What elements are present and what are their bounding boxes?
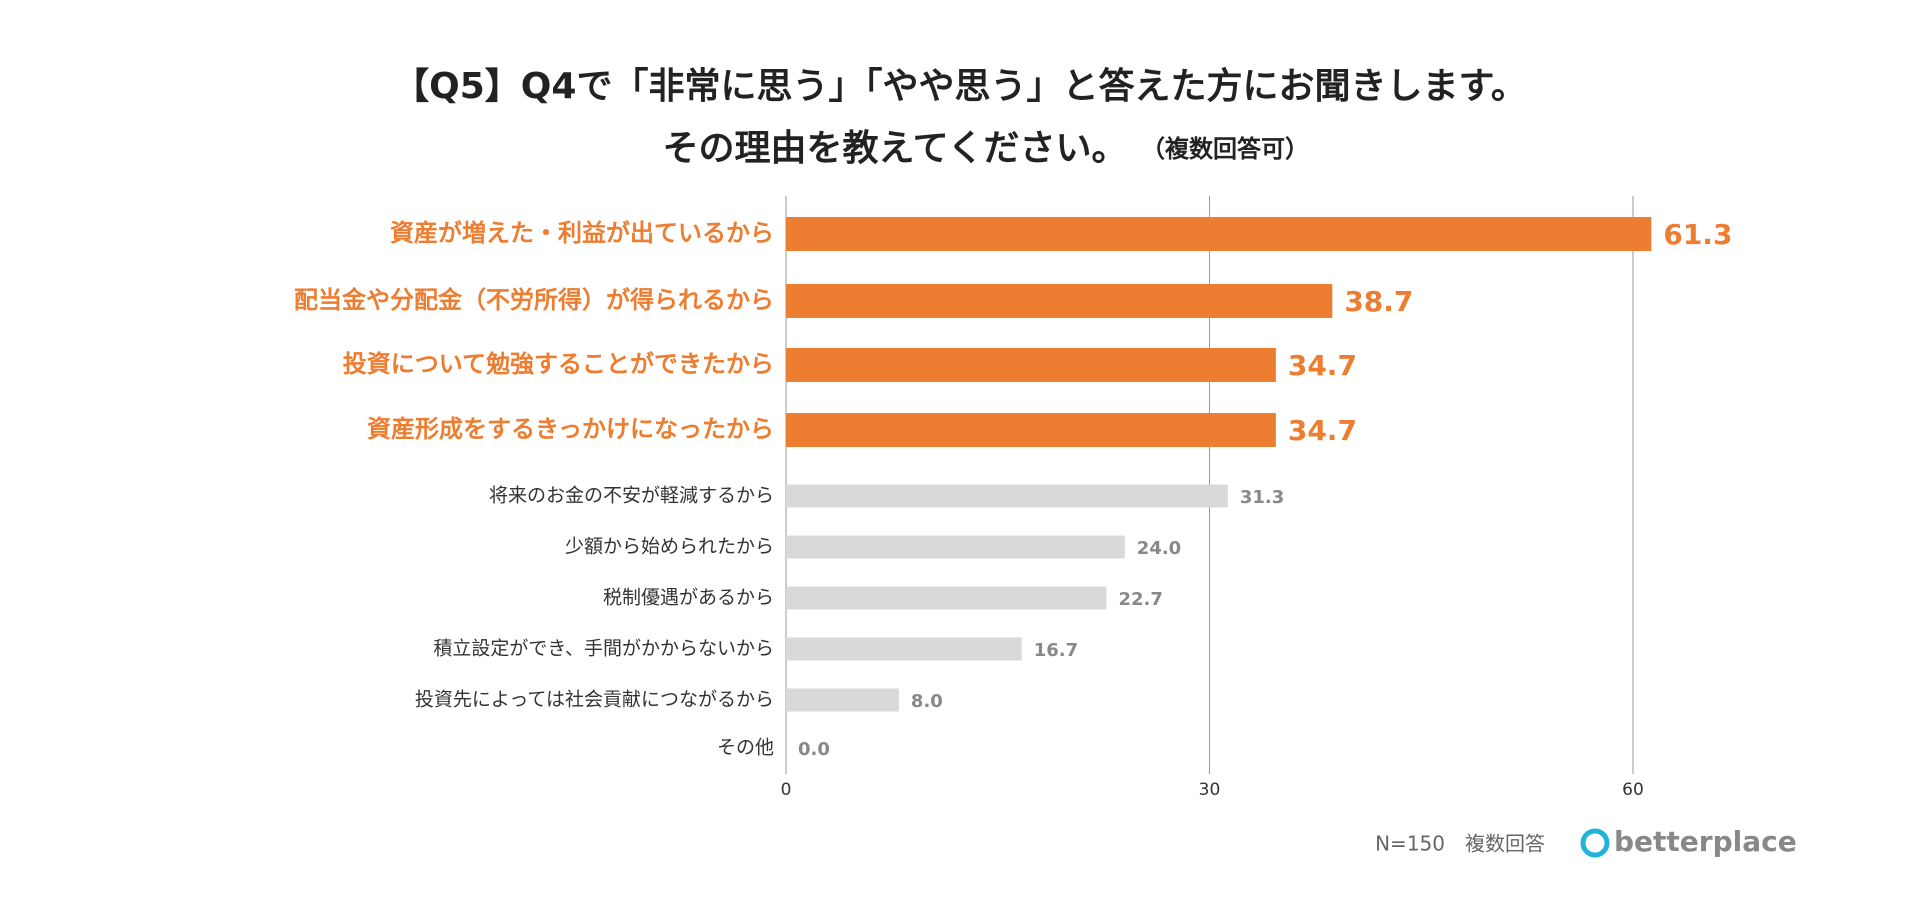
category-label: 積立設定ができ、手間がかからないから <box>433 638 774 660</box>
category-label: 資産形成をするきっかけになったから <box>367 415 774 443</box>
value-label: 0.0 <box>798 739 830 760</box>
bar <box>786 535 1125 559</box>
bar <box>786 413 1276 447</box>
chart-subtitle: その理由を教えてください。 <box>662 128 1127 169</box>
value-label: 22.7 <box>1118 589 1162 610</box>
category-label: 投資先によっては社会貢献につながるから <box>415 689 774 711</box>
bar <box>786 586 1107 610</box>
value-label: 24.0 <box>1137 538 1181 559</box>
category-label: その他 <box>717 737 774 759</box>
chart-title: 【Q5】Q4で「非常に思う」「やや思う」と答えた方にお聞きします。 <box>393 66 1527 107</box>
logo-icon <box>1580 828 1610 858</box>
logo: betterplace <box>1614 825 1797 858</box>
category-label: 将来のお金の不安が軽減するから <box>489 485 774 507</box>
category-label: 税制優遇があるから <box>603 587 774 609</box>
value-label: 8.0 <box>911 691 943 712</box>
bar <box>786 637 1022 661</box>
category-label: 資産が増えた・利益が出ているから <box>390 219 774 247</box>
x-tick-label: 30 <box>1199 780 1221 800</box>
category-label: 投資について勉強することができたから <box>343 350 774 378</box>
value-label: 31.3 <box>1240 487 1284 508</box>
bar <box>786 217 1652 251</box>
category-label: 少額から始められたから <box>565 536 774 558</box>
bar <box>786 688 899 712</box>
bar <box>786 484 1228 508</box>
value-label: 34.7 <box>1288 414 1357 447</box>
bar <box>786 284 1333 318</box>
value-label: 61.3 <box>1663 218 1732 251</box>
value-label: 38.7 <box>1344 285 1413 318</box>
value-label: 16.7 <box>1034 640 1078 661</box>
x-tick-label: 0 <box>781 780 792 800</box>
x-tick-label: 60 <box>1622 780 1644 800</box>
value-label: 34.7 <box>1288 349 1357 382</box>
bar <box>786 348 1276 382</box>
category-label: 配当金や分配金（不労所得）が得られるから <box>294 286 774 314</box>
subtitle-note: （複数回答可） <box>1141 135 1309 163</box>
footnote: N=150 複数回答 <box>1375 832 1545 856</box>
